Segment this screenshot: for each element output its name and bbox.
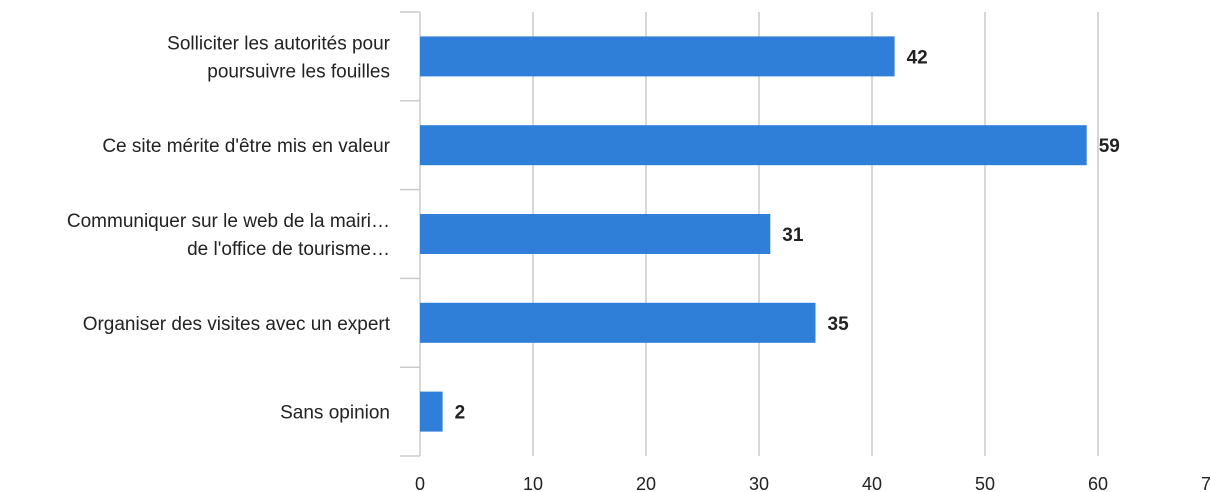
bar: [420, 214, 770, 254]
bar: [420, 392, 443, 432]
labels: 0 10 20 30 40 50 60 70 42 Solliciter les autorité…: [67, 33, 1210, 492]
category-label: Solliciter les autorités pour: [167, 33, 390, 54]
category-label: de l'office de tourisme…: [187, 239, 390, 260]
category-label: Sans opinion: [280, 403, 390, 424]
x-tick-label: 70: [1201, 474, 1210, 492]
category-label: Communiquer sur le web de la mairi…: [67, 211, 390, 232]
x-tick-label: 30: [749, 474, 769, 492]
category-label: Ce site mérite d'être mis en valeur: [102, 136, 390, 157]
x-tick-label: 60: [1088, 474, 1108, 492]
x-tick-label: 10: [523, 474, 543, 492]
bar: [420, 303, 816, 343]
bar: [420, 125, 1087, 165]
bar: [420, 36, 895, 76]
bars: [420, 36, 1087, 431]
data-label: 35: [828, 314, 850, 335]
category-label: Organiser des visites avec un expert: [83, 314, 391, 335]
data-label: 42: [907, 47, 928, 68]
data-label: 31: [782, 225, 804, 246]
x-tick-label: 0: [415, 474, 425, 492]
category-axis: [400, 12, 420, 456]
x-tick-label: 40: [862, 474, 882, 492]
data-label: 59: [1099, 136, 1120, 157]
category-label: poursuivre les fouilles: [207, 61, 390, 82]
x-tick-label: 50: [975, 474, 995, 492]
data-label: 2: [455, 403, 466, 424]
x-tick-label: 20: [636, 474, 656, 492]
